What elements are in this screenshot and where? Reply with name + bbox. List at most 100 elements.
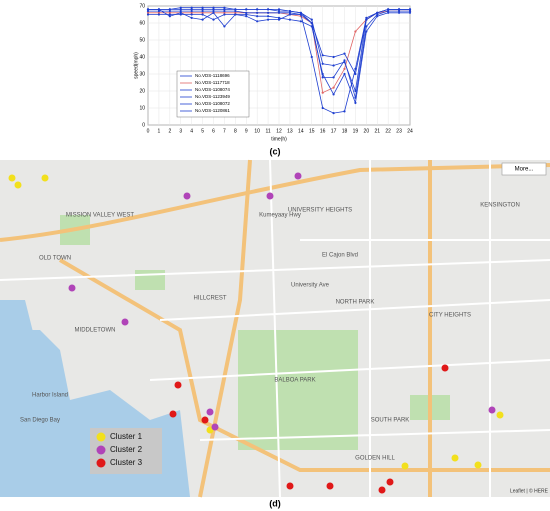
- x-tick-label: 20: [364, 128, 370, 134]
- cluster-point: [206, 408, 214, 416]
- point: [397, 8, 401, 11]
- point: [223, 13, 226, 16]
- point: [201, 9, 204, 13]
- point: [387, 11, 390, 14]
- y-tick-label: 60: [139, 20, 145, 26]
- point: [277, 8, 281, 11]
- point: [332, 112, 335, 115]
- point: [223, 9, 226, 13]
- highway: [198, 159, 252, 498]
- cluster-point: [183, 192, 191, 200]
- cluster-point: [211, 423, 219, 431]
- point: [277, 18, 281, 21]
- highway: [58, 258, 550, 472]
- x-tick-label: 11: [265, 128, 270, 134]
- point: [223, 25, 226, 28]
- point: [146, 11, 150, 14]
- cluster-point: [14, 181, 22, 189]
- point: [190, 13, 193, 16]
- point: [321, 106, 324, 110]
- point: [212, 9, 215, 13]
- point: [288, 11, 292, 14]
- cluster-point: [286, 482, 294, 490]
- point: [354, 89, 357, 93]
- x-tick-label: 18: [342, 128, 348, 134]
- y-tick-label: 40: [139, 54, 145, 60]
- point: [343, 72, 346, 76]
- point: [408, 11, 412, 14]
- x-tick-label: 5: [201, 128, 204, 134]
- point: [179, 13, 182, 16]
- point: [146, 9, 150, 13]
- x-tick-label: 1: [158, 128, 161, 134]
- point: [332, 76, 335, 79]
- legend-label: No.VDS-1118696: [195, 73, 230, 78]
- point: [157, 13, 161, 16]
- point: [354, 30, 357, 33]
- x-tick-label: 21: [374, 128, 380, 134]
- point: [190, 6, 193, 9]
- point: [201, 11, 204, 14]
- legend-label: Cluster 3: [110, 458, 143, 467]
- point: [190, 8, 193, 11]
- point: [201, 6, 204, 9]
- point: [157, 8, 161, 11]
- point: [234, 11, 237, 14]
- point: [223, 11, 226, 14]
- point: [256, 20, 259, 23]
- park: [135, 270, 165, 290]
- point: [343, 67, 346, 70]
- point: [256, 15, 259, 18]
- cluster-point: [386, 478, 394, 486]
- legend: [176, 70, 250, 118]
- cluster-point: [294, 172, 302, 180]
- point: [234, 8, 237, 11]
- x-tick-label: 3: [179, 128, 182, 134]
- y-tick-label: 50: [139, 37, 145, 43]
- point: [343, 52, 346, 55]
- point: [277, 16, 281, 19]
- point: [266, 8, 270, 11]
- point: [277, 9, 281, 13]
- point: [321, 54, 324, 57]
- map-label: CITY HEIGHTS: [429, 313, 471, 319]
- cluster-point: [8, 174, 16, 182]
- attribution: Leaflet | © HERE: [510, 487, 549, 494]
- point: [168, 11, 171, 14]
- cluster-point: [401, 462, 409, 470]
- point: [212, 6, 215, 9]
- water: [0, 300, 35, 350]
- x-tick-label: 9: [245, 128, 248, 134]
- point: [157, 9, 161, 13]
- point: [310, 21, 313, 25]
- map-label: BALBOA PARK: [274, 378, 315, 384]
- map-label: OLD TOWN: [39, 256, 71, 262]
- map-label: KENSINGTON: [480, 203, 520, 209]
- y-axis-label: speed(mph): [133, 52, 139, 79]
- point: [321, 72, 324, 76]
- x-tick-label: 7: [223, 128, 226, 134]
- point: [365, 16, 368, 19]
- point: [223, 8, 226, 11]
- legend-label: Cluster 2: [110, 445, 143, 454]
- more-button[interactable]: [501, 162, 547, 176]
- point: [168, 13, 171, 16]
- map-label: MISSION VALLEY WEST: [66, 213, 134, 219]
- point: [299, 11, 302, 14]
- x-tick-label: 4: [190, 128, 193, 134]
- x-tick-label: 17: [331, 128, 337, 134]
- map-label: Harbor Island: [32, 393, 68, 399]
- legend-label: No.VDS-1108074: [195, 87, 230, 92]
- highway: [0, 163, 550, 242]
- point: [179, 11, 182, 14]
- more-button-label: More...: [515, 167, 534, 173]
- point: [179, 9, 182, 13]
- point: [256, 11, 259, 14]
- cluster-point: [201, 416, 209, 424]
- point: [201, 8, 204, 11]
- point: [387, 8, 390, 11]
- point: [332, 55, 335, 59]
- y-tick-label: 20: [139, 88, 145, 94]
- x-tick-label: 12: [276, 128, 282, 134]
- y-tick-label: 70: [139, 3, 145, 9]
